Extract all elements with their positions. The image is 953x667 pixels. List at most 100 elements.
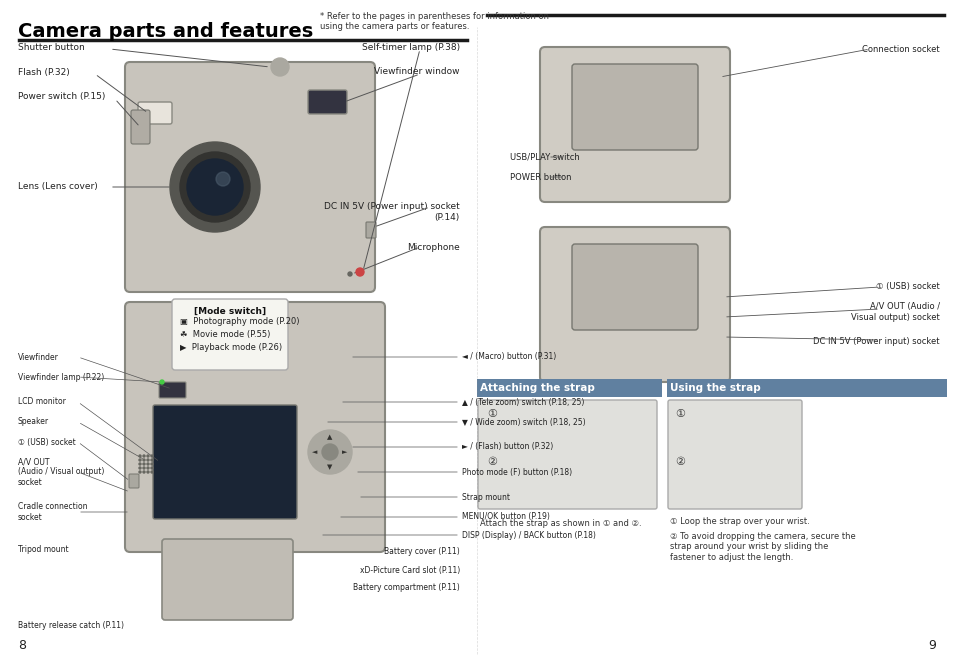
Text: Connection socket: Connection socket xyxy=(862,45,939,53)
FancyBboxPatch shape xyxy=(366,222,375,238)
Circle shape xyxy=(143,463,145,465)
FancyBboxPatch shape xyxy=(138,102,172,124)
Text: ①: ① xyxy=(675,409,684,419)
Text: ②: ② xyxy=(486,457,497,467)
Circle shape xyxy=(151,471,152,473)
Circle shape xyxy=(147,463,149,465)
Text: LCD monitor: LCD monitor xyxy=(18,398,66,406)
Text: Attach the strap as shown in ① and ②.: Attach the strap as shown in ① and ②. xyxy=(479,519,641,528)
Circle shape xyxy=(271,58,289,76)
Circle shape xyxy=(147,471,149,473)
Circle shape xyxy=(143,467,145,469)
Circle shape xyxy=(322,444,337,460)
FancyBboxPatch shape xyxy=(572,244,698,330)
Text: 9: 9 xyxy=(927,639,935,652)
Circle shape xyxy=(147,459,149,461)
Text: Flash (P.32): Flash (P.32) xyxy=(18,67,70,77)
Text: Viewfinder window: Viewfinder window xyxy=(375,67,459,77)
Circle shape xyxy=(139,459,141,461)
Text: ►: ► xyxy=(342,449,347,455)
Circle shape xyxy=(187,159,243,215)
Circle shape xyxy=(151,463,152,465)
Circle shape xyxy=(151,467,152,469)
Text: ② To avoid dropping the camera, secure the
strap around your wrist by sliding th: ② To avoid dropping the camera, secure t… xyxy=(669,532,855,562)
Circle shape xyxy=(147,467,149,469)
Circle shape xyxy=(180,152,250,222)
Circle shape xyxy=(308,430,352,474)
FancyBboxPatch shape xyxy=(131,110,150,144)
Text: Battery compartment (P.11): Battery compartment (P.11) xyxy=(353,584,459,592)
Circle shape xyxy=(143,471,145,473)
FancyBboxPatch shape xyxy=(152,405,296,519)
FancyBboxPatch shape xyxy=(477,400,657,509)
Text: Lens (Lens cover): Lens (Lens cover) xyxy=(18,183,97,191)
Text: Attaching the strap: Attaching the strap xyxy=(479,383,595,393)
Text: ▶  Playback mode (P.26): ▶ Playback mode (P.26) xyxy=(180,343,282,352)
Text: ▼ / Wide zoom) switch (P.18, 25): ▼ / Wide zoom) switch (P.18, 25) xyxy=(461,418,585,426)
FancyBboxPatch shape xyxy=(172,299,288,370)
Text: ②: ② xyxy=(675,457,684,467)
Text: xD-Picture Card slot (P.11): xD-Picture Card slot (P.11) xyxy=(359,566,459,574)
Text: Tripod mount: Tripod mount xyxy=(18,544,69,554)
Text: [Mode switch]: [Mode switch] xyxy=(193,307,266,316)
Circle shape xyxy=(151,459,152,461)
Text: 8: 8 xyxy=(18,639,26,652)
Text: Self-timer lamp (P.38): Self-timer lamp (P.38) xyxy=(361,43,459,51)
FancyBboxPatch shape xyxy=(308,90,347,114)
Text: DISP (Display) / BACK button (P.18): DISP (Display) / BACK button (P.18) xyxy=(461,530,596,540)
Text: ▲: ▲ xyxy=(327,434,333,440)
Circle shape xyxy=(355,268,364,276)
Text: * Refer to the pages in parentheses for information on
using the camera parts or: * Refer to the pages in parentheses for … xyxy=(319,12,548,31)
FancyBboxPatch shape xyxy=(125,302,385,552)
Text: A/V OUT (Audio /
Visual output) socket: A/V OUT (Audio / Visual output) socket xyxy=(850,302,939,321)
Text: ☘  Movie mode (P.55): ☘ Movie mode (P.55) xyxy=(180,330,270,339)
Text: Shutter button: Shutter button xyxy=(18,43,85,51)
Text: ► / (Flash) button (P.32): ► / (Flash) button (P.32) xyxy=(461,442,553,452)
Text: Viewfinder: Viewfinder xyxy=(18,352,59,362)
Circle shape xyxy=(139,467,141,469)
Text: DC IN 5V (Power input) socket: DC IN 5V (Power input) socket xyxy=(813,338,939,346)
FancyBboxPatch shape xyxy=(162,539,293,620)
Text: DC IN 5V (Power input) socket
(P.14): DC IN 5V (Power input) socket (P.14) xyxy=(324,202,459,221)
Text: Using the strap: Using the strap xyxy=(669,383,760,393)
FancyBboxPatch shape xyxy=(476,379,661,397)
Text: ◄ / (Macro) button (P.31): ◄ / (Macro) button (P.31) xyxy=(461,352,556,362)
FancyBboxPatch shape xyxy=(159,382,186,398)
FancyBboxPatch shape xyxy=(572,64,698,150)
Text: USB/PLAY switch: USB/PLAY switch xyxy=(510,153,579,161)
FancyBboxPatch shape xyxy=(125,62,375,292)
FancyBboxPatch shape xyxy=(129,474,139,488)
Text: Microphone: Microphone xyxy=(407,243,459,251)
Text: Battery release catch (P.11): Battery release catch (P.11) xyxy=(18,620,124,630)
FancyBboxPatch shape xyxy=(667,400,801,509)
Circle shape xyxy=(348,272,352,276)
Circle shape xyxy=(170,142,260,232)
Circle shape xyxy=(143,459,145,461)
Text: ① (USB) socket: ① (USB) socket xyxy=(18,438,75,446)
FancyBboxPatch shape xyxy=(539,47,729,202)
FancyBboxPatch shape xyxy=(666,379,946,397)
Text: Cradle connection
socket: Cradle connection socket xyxy=(18,502,88,522)
Text: ① Loop the strap over your wrist.: ① Loop the strap over your wrist. xyxy=(669,517,809,526)
Text: ▣  Photography mode (P.20): ▣ Photography mode (P.20) xyxy=(180,317,299,326)
Text: ①: ① xyxy=(486,409,497,419)
Circle shape xyxy=(139,455,141,457)
Circle shape xyxy=(151,455,152,457)
Text: Speaker: Speaker xyxy=(18,418,49,426)
Text: A/V OUT
(Audio / Visual output)
socket: A/V OUT (Audio / Visual output) socket xyxy=(18,457,104,487)
Circle shape xyxy=(147,455,149,457)
Text: ▼: ▼ xyxy=(327,464,333,470)
Text: MENU/OK button (P.19): MENU/OK button (P.19) xyxy=(461,512,549,522)
Text: Power switch (P.15): Power switch (P.15) xyxy=(18,93,105,101)
Circle shape xyxy=(139,463,141,465)
Text: ① (USB) socket: ① (USB) socket xyxy=(876,283,939,291)
Circle shape xyxy=(160,380,164,384)
Text: Strap mount: Strap mount xyxy=(461,492,510,502)
Circle shape xyxy=(139,471,141,473)
Circle shape xyxy=(143,455,145,457)
Text: ▲ / (Tele zoom) switch (P.18, 25): ▲ / (Tele zoom) switch (P.18, 25) xyxy=(461,398,584,406)
Text: ◄: ◄ xyxy=(312,449,317,455)
Text: Camera parts and features: Camera parts and features xyxy=(18,22,313,41)
Circle shape xyxy=(215,172,230,186)
FancyBboxPatch shape xyxy=(539,227,729,382)
